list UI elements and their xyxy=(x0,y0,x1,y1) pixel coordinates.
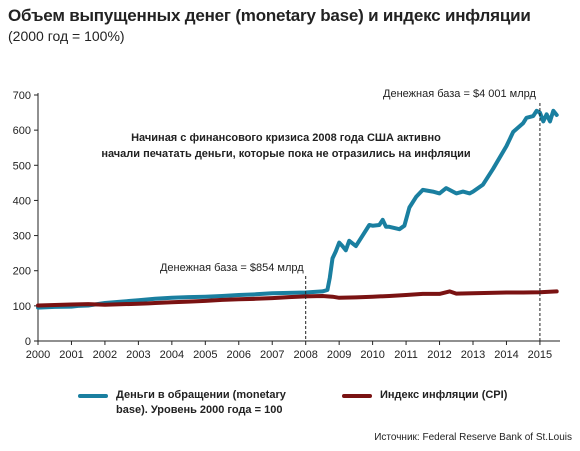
x-tick-label: 2010 xyxy=(360,349,384,361)
legend-label-monetary-base: Деньги в обращении (monetary base). Уров… xyxy=(116,389,286,416)
series-line-monetary-base xyxy=(36,108,559,310)
x-tick-label: 2003 xyxy=(126,349,150,361)
chart-subtitle: (2000 год = 100%) xyxy=(8,28,125,44)
x-tick-label: 2013 xyxy=(461,349,485,361)
y-tick-label: 400 xyxy=(13,195,31,207)
x-tick-label: 2001 xyxy=(59,349,83,361)
chart-series xyxy=(36,108,559,310)
chart-title: Объем выпущенных денег (monetary base) и… xyxy=(8,6,531,25)
series-line-cpi xyxy=(36,289,559,308)
chart-axes: 0 100 200 300 400 500 600 700 2000 2001 2002 2003 20… xyxy=(13,90,560,361)
legend-label-cpi: Индекс инфляции (CPI) xyxy=(380,389,508,401)
y-tick-label: 0 xyxy=(25,336,31,348)
annotation-crisis-note: Начиная с финансового кризиса 2008 года … xyxy=(131,132,441,144)
x-tick-label: 2005 xyxy=(193,349,217,361)
x-tick-label: 2014 xyxy=(494,349,518,361)
legend-swatch-cpi xyxy=(342,394,372,398)
y-tick-label: 200 xyxy=(13,266,31,278)
annotation-crisis-note: начали печатать деньги, которые пока не … xyxy=(101,148,470,160)
x-tick-label: 2008 xyxy=(293,349,317,361)
legend-item-cpi: Индекс инфляции (CPI) xyxy=(342,388,542,403)
x-tick-label: 2007 xyxy=(260,349,284,361)
y-tick-label: 600 xyxy=(13,125,31,137)
x-tick-label: 2011 xyxy=(394,349,418,361)
annotation-base-2015: Денежная база = $4 001 млрд xyxy=(383,88,536,100)
x-tick-label: 2015 xyxy=(528,349,552,361)
x-tick-label: 2000 xyxy=(26,349,50,361)
x-tick-label: 2004 xyxy=(160,349,184,361)
y-tick-label: 500 xyxy=(13,160,31,172)
annotation-base-2008: Денежная база = $854 млрд xyxy=(160,262,304,274)
y-tick-label: 300 xyxy=(13,231,31,243)
source-note: Источник: Federal Reserve Bank of St.Lou… xyxy=(374,432,572,443)
legend-swatch-monetary-base xyxy=(78,394,108,398)
legend: Деньги в обращении (monetary base). Уров… xyxy=(78,388,538,428)
legend-item-monetary-base: Деньги в обращении (monetary base). Уров… xyxy=(78,388,318,418)
chart-annotations: Денежная база = $854 млрд Денежная база =… xyxy=(101,88,541,341)
x-tick-label: 2002 xyxy=(93,349,117,361)
y-tick-label: 700 xyxy=(13,90,31,102)
x-tick-label: 2006 xyxy=(227,349,251,361)
x-tick-label: 2009 xyxy=(327,349,351,361)
y-tick-label: 100 xyxy=(13,301,31,313)
x-tick-label: 2012 xyxy=(427,349,451,361)
